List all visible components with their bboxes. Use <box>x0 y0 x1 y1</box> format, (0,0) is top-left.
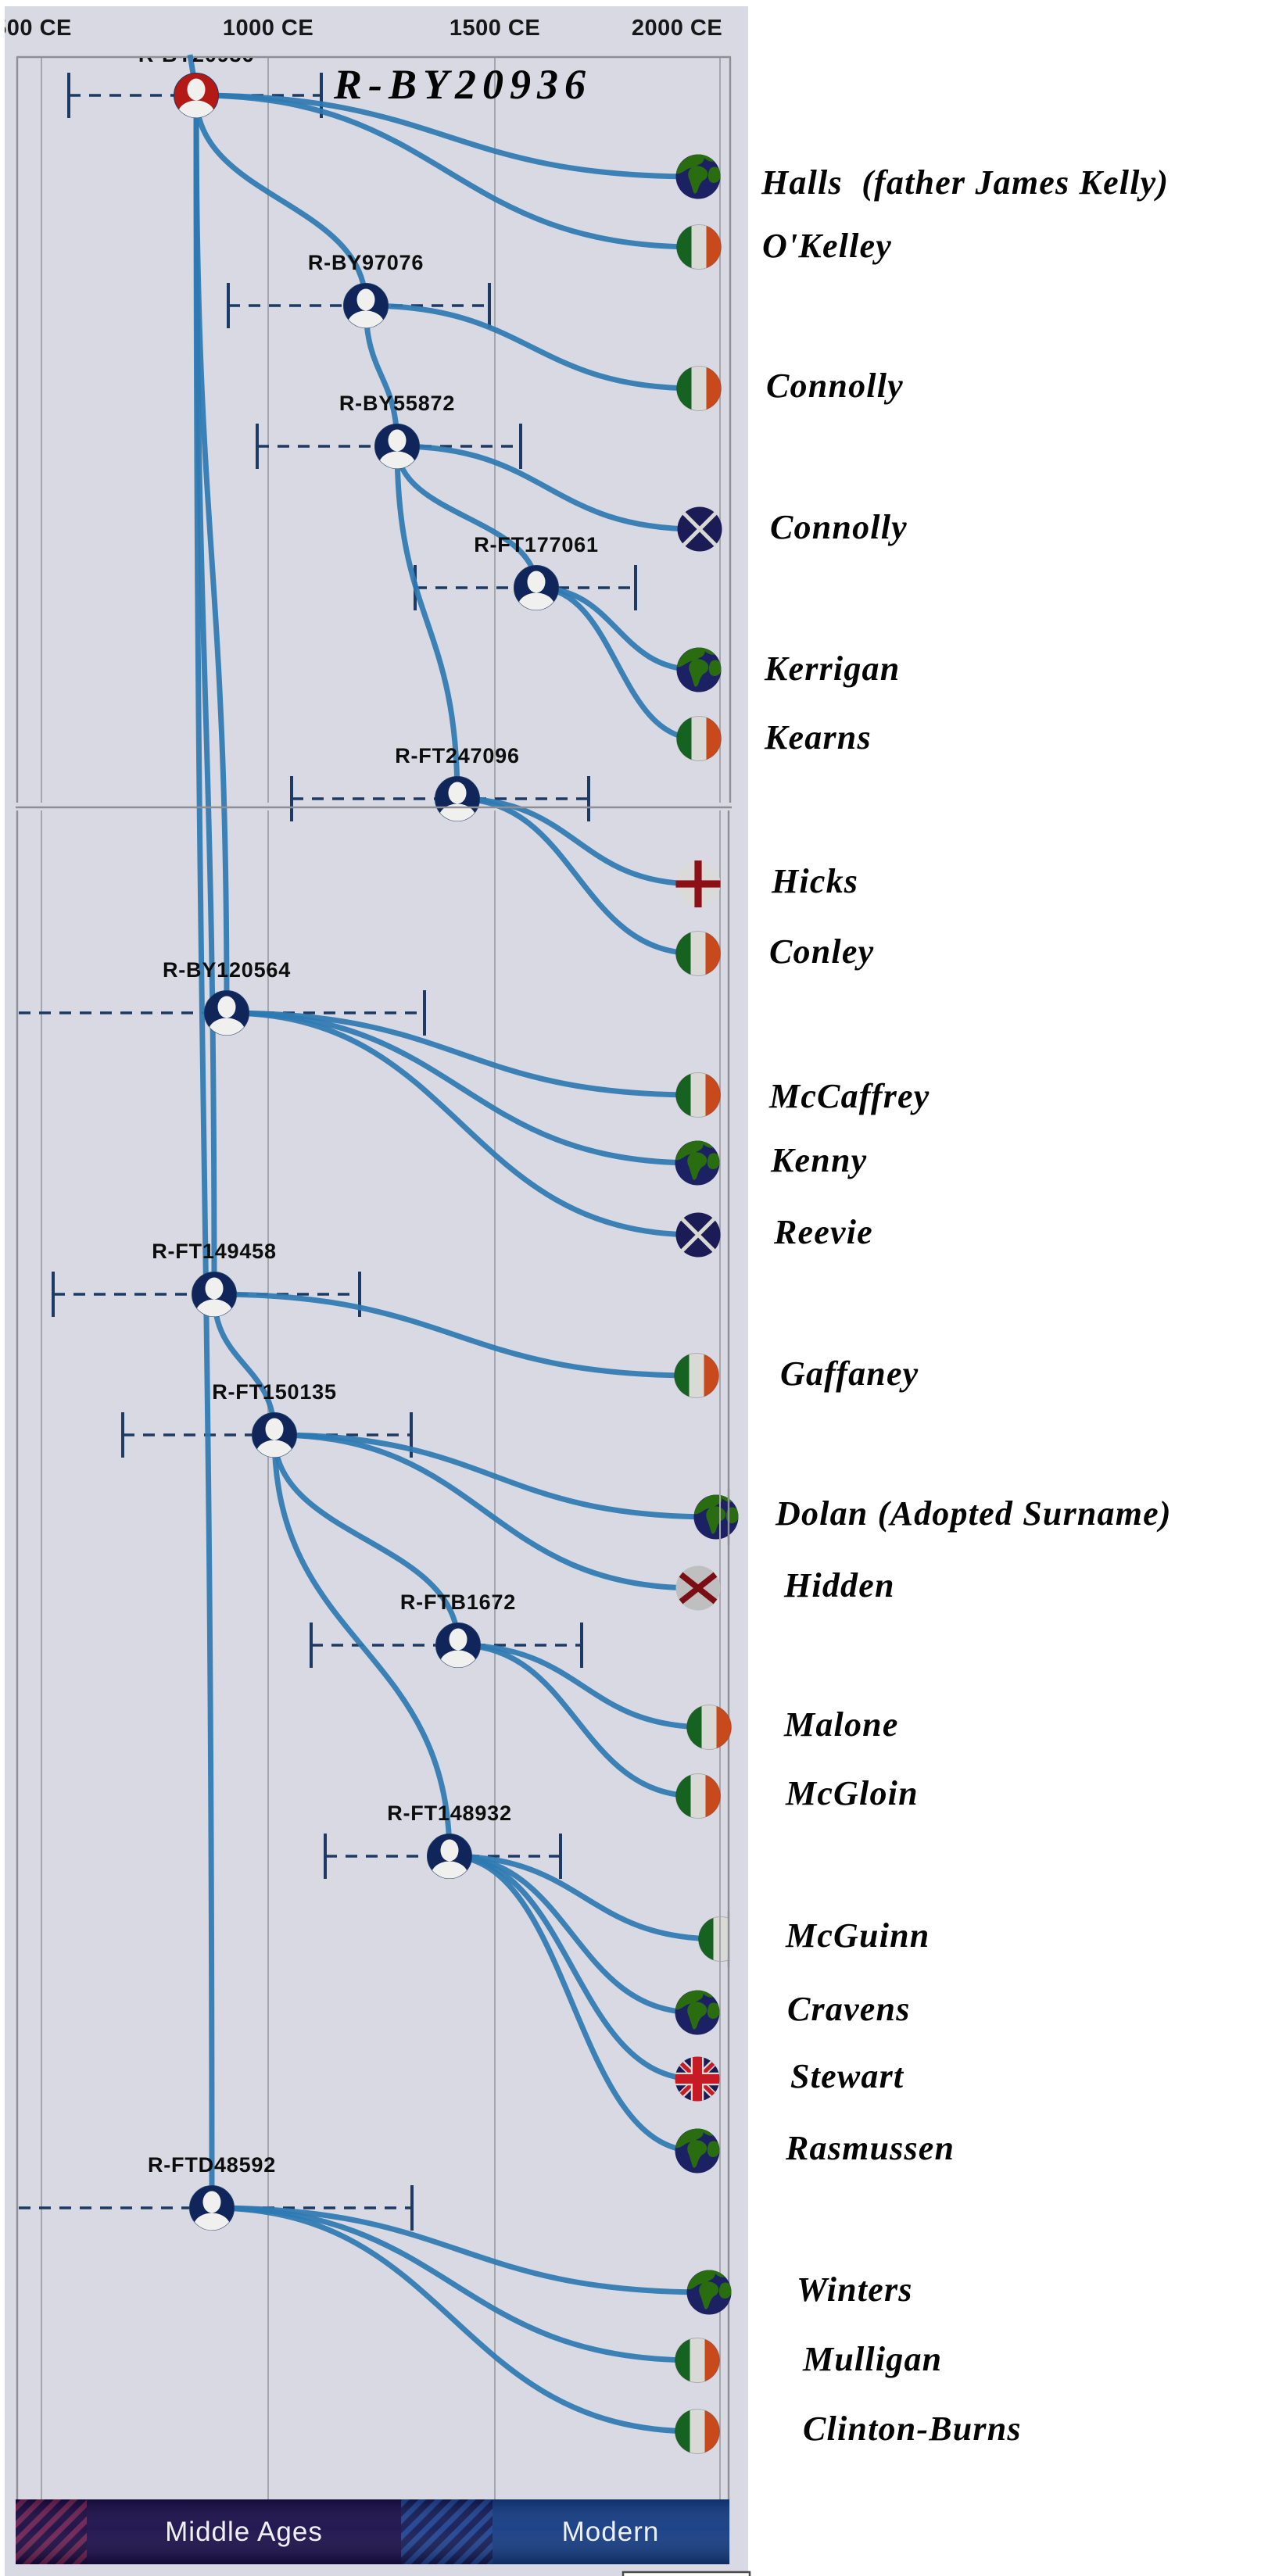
svg-text:Stewart: Stewart <box>790 2057 904 2095</box>
svg-text:Hidden: Hidden <box>783 1566 895 1605</box>
svg-text:R-BY55872: R-BY55872 <box>339 392 455 415</box>
svg-text:Clinton-Burns: Clinton-Burns <box>803 2410 1022 2448</box>
svg-text:Kearns: Kearns <box>764 718 872 757</box>
svg-text:Halls (father James Kelly): Halls (father James Kelly) <box>761 163 1169 202</box>
svg-text:Rasmussen: Rasmussen <box>785 2129 955 2167</box>
svg-text:R-BY97076: R-BY97076 <box>308 251 424 274</box>
svg-text:Winters: Winters <box>797 2270 913 2309</box>
svg-text:R-BY20936: R-BY20936 <box>333 61 592 108</box>
svg-text:Connolly: Connolly <box>770 508 908 546</box>
svg-text:Connolly: Connolly <box>766 367 904 405</box>
svg-text:McGuinn: McGuinn <box>785 1916 930 1955</box>
svg-text:Cravens: Cravens <box>787 1990 911 2028</box>
svg-text:McGloin: McGloin <box>785 1774 919 1812</box>
svg-text:R-FT247096: R-FT247096 <box>395 744 520 767</box>
svg-text:1500 CE: 1500 CE <box>450 16 540 41</box>
svg-text:Dolan (Adopted Surname): Dolan (Adopted Surname) <box>775 1494 1172 1533</box>
svg-text:R-FT149458: R-FT149458 <box>152 1240 277 1263</box>
svg-text:Kenny: Kenny <box>770 1141 867 1179</box>
svg-text:R-FT150135: R-FT150135 <box>212 1380 337 1404</box>
svg-text:Reevie: Reevie <box>773 1213 873 1251</box>
svg-text:R-FT177061: R-FT177061 <box>474 533 599 556</box>
svg-text:Hicks: Hicks <box>771 862 858 900</box>
svg-text:Mulligan: Mulligan <box>802 2340 942 2378</box>
svg-text:Conley: Conley <box>769 932 874 971</box>
svg-text:R-FTB1672: R-FTB1672 <box>400 1590 516 1614</box>
svg-text:R-FTD48592: R-FTD48592 <box>148 2153 276 2177</box>
svg-text:R-BY120564: R-BY120564 <box>163 958 291 982</box>
svg-text:Middle Ages: Middle Ages <box>165 2517 323 2547</box>
svg-text:R-FT148932: R-FT148932 <box>387 1801 512 1825</box>
svg-text:Gaffaney: Gaffaney <box>780 1354 919 1393</box>
svg-text:Malone: Malone <box>783 1705 899 1744</box>
svg-text:2000 CE: 2000 CE <box>632 16 722 41</box>
svg-text:R-BY20936: R-BY20936 <box>138 43 254 66</box>
svg-text:1000 CE: 1000 CE <box>223 16 313 41</box>
svg-text:Kerrigan: Kerrigan <box>764 649 900 688</box>
svg-text:McCaffrey: McCaffrey <box>768 1077 930 1115</box>
svg-text:500 CE: 500 CE <box>0 16 72 41</box>
svg-text:Modern: Modern <box>562 2517 660 2547</box>
svg-text:O'Kelley: O'Kelley <box>762 227 892 265</box>
